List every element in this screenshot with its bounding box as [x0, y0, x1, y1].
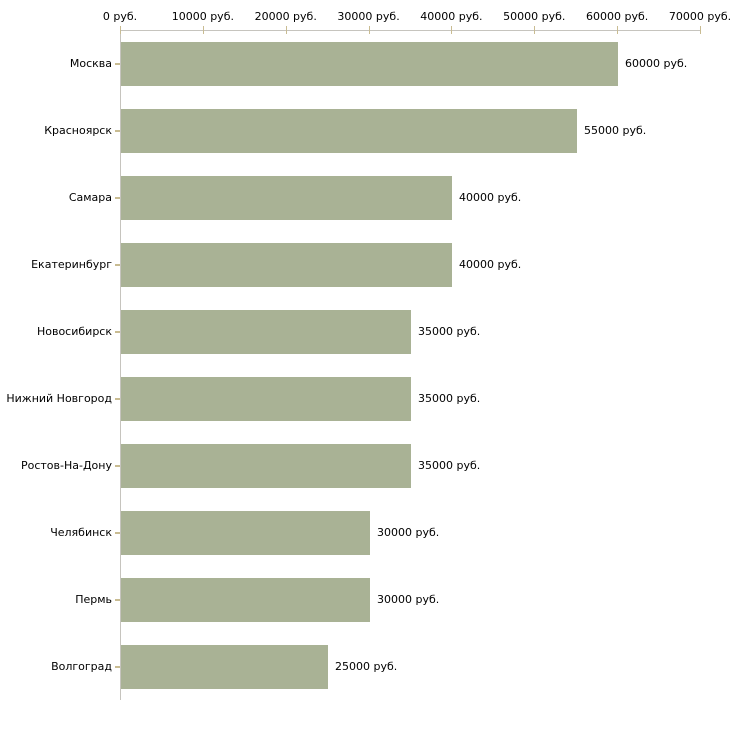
- category-tick-mark: [115, 398, 120, 400]
- bar-value-label: 30000 руб.: [377, 593, 440, 606]
- bar-value-label: 55000 руб.: [584, 124, 647, 137]
- category-label: Ростов-На-Дону: [20, 459, 112, 472]
- bar-value-label: 40000 руб.: [459, 258, 522, 271]
- category-label: Москва: [69, 57, 112, 70]
- category-label: Красноярск: [44, 124, 112, 137]
- x-axis-tick-label: 70000 руб.: [668, 10, 730, 23]
- x-axis-tick-label: 60000 руб.: [586, 10, 649, 23]
- category-label: Самара: [68, 191, 112, 204]
- bar-Челябинск: [121, 511, 370, 555]
- category-tick-mark: [115, 264, 120, 266]
- bar-row: 30000 руб.: [121, 567, 700, 634]
- bar-Самара: [121, 176, 452, 220]
- category-tick-mark: [115, 599, 120, 601]
- category-tick-mark: [115, 130, 120, 132]
- bar-row: 55000 руб.: [121, 98, 700, 165]
- category-label: Волгоград: [51, 660, 112, 673]
- category-label: Екатеринбург: [31, 258, 112, 271]
- bar-Нижний Новгород: [121, 377, 411, 421]
- category-label: Челябинск: [50, 526, 112, 539]
- x-axis-tick-label: 20000 руб.: [254, 10, 317, 23]
- category-tick-mark: [115, 465, 120, 467]
- bar-row: 30000 руб.: [121, 500, 700, 567]
- x-axis-tick-label: 50000 руб.: [503, 10, 566, 23]
- bar-Пермь: [121, 578, 370, 622]
- x-axis-tick-mark: [285, 26, 287, 34]
- x-axis-tick-label: 40000 руб.: [420, 10, 483, 23]
- bar-value-label: 40000 руб.: [459, 191, 522, 204]
- bar-row: 35000 руб.: [121, 433, 700, 500]
- category-label: Новосибирск: [36, 325, 112, 338]
- category-label: Пермь: [75, 593, 112, 606]
- x-axis-tick-mark: [617, 26, 619, 34]
- category-tick-mark: [115, 331, 120, 333]
- bar-row: 35000 руб.: [121, 299, 700, 366]
- bar-Новосибирск: [121, 310, 411, 354]
- x-axis-tick-mark: [700, 26, 701, 34]
- category-tick-mark: [115, 197, 120, 199]
- bar-row: 40000 руб.: [121, 232, 700, 299]
- bar-value-label: 25000 руб.: [335, 660, 398, 673]
- bar-Москва: [121, 42, 618, 86]
- x-axis-tick-mark: [120, 26, 121, 34]
- bar-row: 40000 руб.: [121, 165, 700, 232]
- category-tick-mark: [115, 63, 120, 65]
- x-axis-tick-mark: [202, 26, 204, 34]
- bar-Екатеринбург: [121, 243, 452, 287]
- x-axis-tick-label: 10000 руб.: [171, 10, 234, 23]
- bar-row: 25000 руб.: [121, 634, 700, 701]
- bar-value-label: 60000 руб.: [625, 57, 688, 70]
- bar-value-label: 35000 руб.: [418, 325, 481, 338]
- bar-Волгоград: [121, 645, 328, 689]
- x-axis-tick-mark: [534, 26, 536, 34]
- x-axis-tick-label: 0 руб.: [102, 10, 138, 23]
- bar-value-label: 30000 руб.: [377, 526, 440, 539]
- bar-value-label: 35000 руб.: [418, 459, 481, 472]
- x-axis-tick-label: 30000 руб.: [337, 10, 400, 23]
- category-label: Нижний Новгород: [6, 392, 112, 405]
- bar-Красноярск: [121, 109, 577, 153]
- bar-row: 35000 руб.: [121, 366, 700, 433]
- bar-row: 60000 руб.: [121, 31, 700, 98]
- bar-Ростов-На-Дону: [121, 444, 411, 488]
- bar-value-label: 35000 руб.: [418, 392, 481, 405]
- plot-area: 60000 руб. 55000 руб. 40000 руб. 40000 руб.…: [120, 30, 700, 700]
- category-tick-mark: [115, 532, 120, 534]
- x-axis-tick-mark: [368, 26, 370, 34]
- x-axis-tick-mark: [451, 26, 453, 34]
- category-tick-mark: [115, 666, 120, 668]
